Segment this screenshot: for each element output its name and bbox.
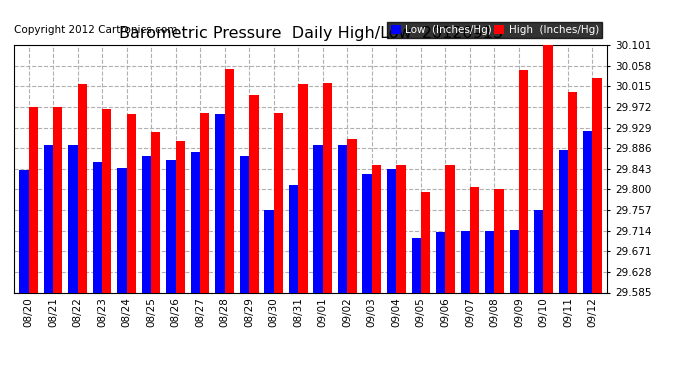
Bar — [323, 83, 332, 292]
Bar — [313, 145, 323, 292]
Bar — [421, 192, 430, 292]
Bar — [583, 131, 593, 292]
Bar — [215, 114, 225, 292]
Bar — [411, 238, 421, 292]
Bar — [43, 145, 53, 292]
Bar — [117, 168, 126, 292]
Bar — [298, 84, 308, 292]
Bar — [274, 112, 283, 292]
Bar — [200, 112, 210, 292]
Bar — [191, 153, 200, 292]
Bar — [470, 187, 479, 292]
Bar — [92, 162, 102, 292]
Bar — [77, 84, 87, 292]
Bar — [68, 145, 77, 292]
Bar — [28, 107, 38, 292]
Legend: Low  (Inches/Hg), High  (Inches/Hg): Low (Inches/Hg), High (Inches/Hg) — [388, 22, 602, 38]
Bar — [534, 210, 544, 292]
Bar — [485, 231, 495, 292]
Bar — [19, 170, 28, 292]
Bar — [559, 150, 568, 292]
Bar — [126, 114, 136, 292]
Bar — [142, 156, 151, 292]
Bar — [519, 70, 529, 292]
Text: Copyright 2012 Cartronics.com: Copyright 2012 Cartronics.com — [14, 25, 177, 35]
Bar — [264, 210, 274, 292]
Bar — [445, 165, 455, 292]
Bar — [568, 93, 578, 292]
Title: Barometric Pressure  Daily High/Low  20120913: Barometric Pressure Daily High/Low 20120… — [119, 26, 502, 41]
Bar — [102, 109, 111, 292]
Bar — [436, 232, 445, 292]
Bar — [396, 165, 406, 292]
Bar — [166, 160, 176, 292]
Bar — [53, 107, 62, 292]
Bar — [151, 132, 161, 292]
Bar — [593, 78, 602, 292]
Bar — [387, 169, 396, 292]
Bar — [495, 189, 504, 292]
Bar — [176, 141, 185, 292]
Bar — [544, 45, 553, 292]
Bar — [510, 230, 519, 292]
Bar — [289, 184, 298, 292]
Bar — [240, 156, 249, 292]
Bar — [225, 69, 234, 292]
Bar — [372, 165, 381, 292]
Bar — [460, 231, 470, 292]
Bar — [338, 145, 347, 292]
Bar — [362, 174, 372, 292]
Bar — [347, 139, 357, 292]
Bar — [249, 95, 259, 292]
